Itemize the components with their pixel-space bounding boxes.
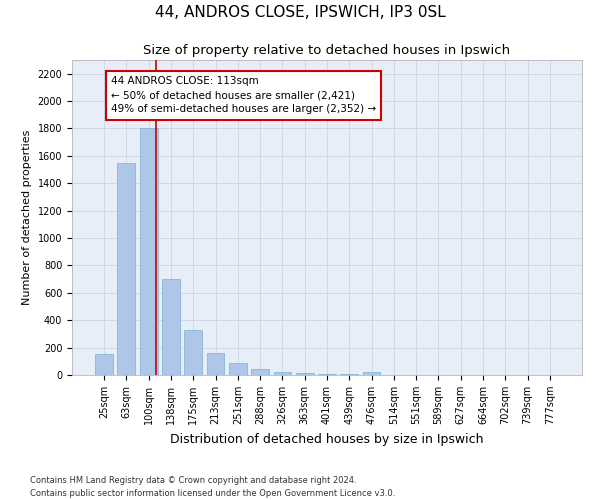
- Bar: [296, 373, 314, 375]
- Bar: [251, 369, 269, 375]
- Y-axis label: Number of detached properties: Number of detached properties: [22, 130, 32, 305]
- Title: Size of property relative to detached houses in Ipswich: Size of property relative to detached ho…: [143, 44, 511, 58]
- Bar: [206, 353, 224, 375]
- Bar: [340, 374, 358, 375]
- Text: 44, ANDROS CLOSE, IPSWICH, IP3 0SL: 44, ANDROS CLOSE, IPSWICH, IP3 0SL: [155, 5, 445, 20]
- Bar: [318, 374, 336, 375]
- Bar: [140, 128, 158, 375]
- Text: 44 ANDROS CLOSE: 113sqm
← 50% of detached houses are smaller (2,421)
49% of semi: 44 ANDROS CLOSE: 113sqm ← 50% of detache…: [111, 76, 376, 114]
- Text: Contains HM Land Registry data © Crown copyright and database right 2024.
Contai: Contains HM Land Registry data © Crown c…: [30, 476, 395, 498]
- Bar: [362, 372, 380, 375]
- Bar: [229, 364, 247, 375]
- Bar: [162, 279, 180, 375]
- Bar: [184, 330, 202, 375]
- Bar: [95, 354, 113, 375]
- X-axis label: Distribution of detached houses by size in Ipswich: Distribution of detached houses by size …: [170, 432, 484, 446]
- Bar: [118, 162, 136, 375]
- Bar: [274, 372, 292, 375]
